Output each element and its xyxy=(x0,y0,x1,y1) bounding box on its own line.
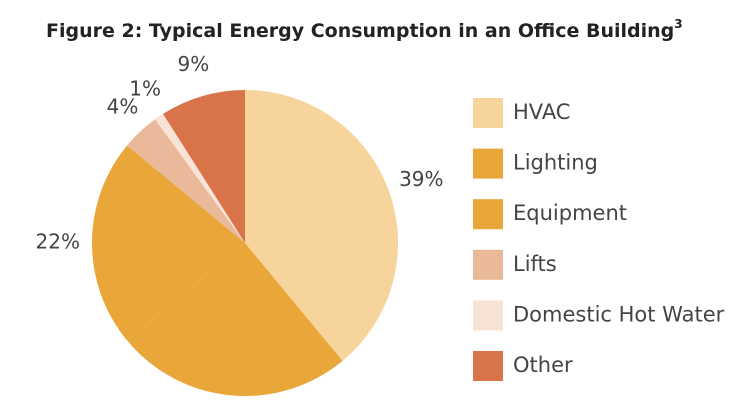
title-note: 3 xyxy=(674,17,682,31)
pie-slice xyxy=(163,90,245,243)
legend-label: Domestic Hot Water xyxy=(513,302,725,326)
pie-slice xyxy=(127,119,245,243)
legend-label: Other xyxy=(513,353,573,377)
data-label: 1% xyxy=(129,76,161,100)
chart-title: Figure 2: Typical Energy Consumption in … xyxy=(46,17,683,42)
legend-label: HVAC xyxy=(513,100,570,124)
title-text: Figure 2: Typical Energy Consumption in … xyxy=(46,20,674,42)
legend-swatch xyxy=(473,300,503,331)
pie-slice xyxy=(91,145,245,341)
legend-swatch xyxy=(473,199,503,230)
pie-slice xyxy=(155,113,245,243)
legend-label: Lighting xyxy=(513,151,598,175)
data-label: 22% xyxy=(36,230,80,254)
legend-label: Lifts xyxy=(513,252,557,276)
data-label: 9% xyxy=(178,52,210,76)
legend-swatch xyxy=(473,148,503,179)
legend-swatch xyxy=(473,351,503,381)
legend-swatch xyxy=(473,249,503,280)
legend-label: Equipment xyxy=(513,201,627,225)
data-label: 4% xyxy=(107,95,139,119)
legend-swatch xyxy=(473,98,503,128)
pie-slice xyxy=(245,90,398,361)
data-label: 39% xyxy=(399,167,443,191)
pie-slice xyxy=(127,243,343,396)
